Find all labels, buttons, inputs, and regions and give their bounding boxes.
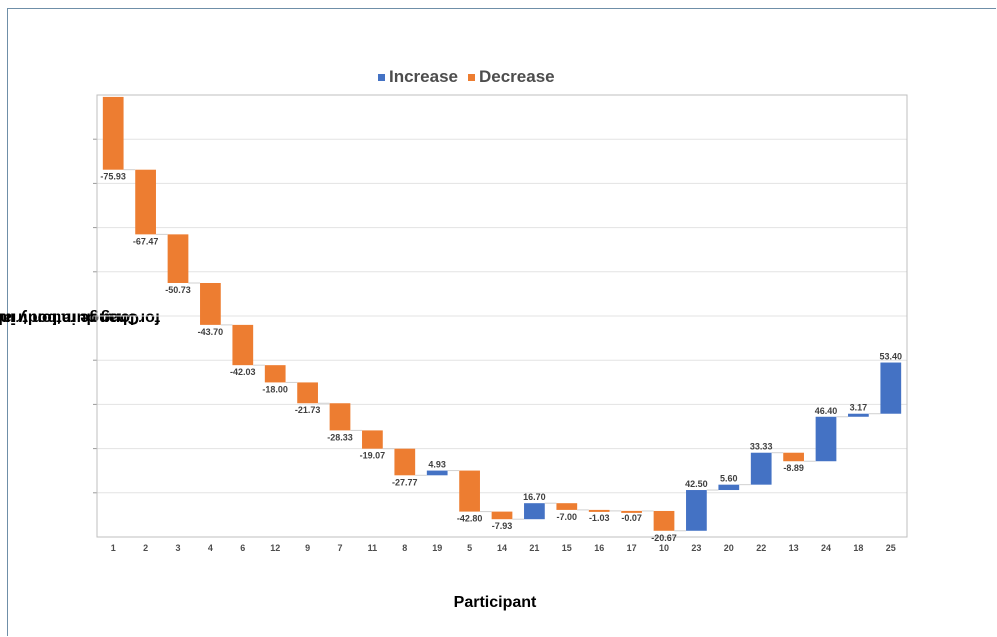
data-label-6: -42.03	[230, 367, 256, 377]
data-label-17: -0.07	[621, 513, 642, 523]
legend-label-increase: Increase	[389, 67, 458, 86]
bar-4	[200, 282, 221, 325]
bar-2	[135, 169, 156, 235]
data-label-7: -28.33	[327, 432, 353, 442]
data-label-14: -7.93	[492, 521, 513, 531]
x-tick-label-21: 21	[529, 543, 539, 553]
data-label-18: 3.17	[850, 403, 868, 413]
x-tick-label-6: 6	[240, 543, 245, 553]
data-label-19: 4.93	[428, 460, 446, 470]
x-tick-label-9: 9	[305, 543, 310, 553]
bar-17	[621, 510, 642, 513]
x-tick-label-25: 25	[886, 543, 896, 553]
data-label-25: 53.40	[880, 352, 903, 362]
data-label-11: -19.07	[360, 451, 386, 461]
bar-25	[880, 362, 902, 414]
x-tick-label-7: 7	[337, 543, 342, 553]
bar-5	[459, 470, 480, 512]
bar-12	[264, 365, 286, 383]
data-label-16: -1.03	[589, 513, 610, 523]
x-tick-label-24: 24	[821, 543, 831, 553]
bar-16	[588, 509, 610, 512]
x-tick-label-5: 5	[467, 543, 472, 553]
bar-19	[426, 470, 448, 476]
data-label-13: -8.89	[783, 463, 804, 473]
chart-legend: Increase Decrease	[378, 66, 559, 88]
data-label-1: -75.93	[100, 172, 126, 182]
bar-8	[394, 448, 416, 476]
x-tick-label-12: 12	[270, 543, 280, 553]
bar-6	[232, 324, 254, 366]
connectors	[123, 169, 881, 532]
data-labels: -75.93 -67.47 -50.73 -43.70 -42.03 -18.00 -21.…	[100, 172, 902, 543]
x-tick-label-16: 16	[594, 543, 604, 553]
data-label-15: -7.00	[557, 512, 578, 522]
bar-7	[329, 403, 351, 431]
data-label-12: -18.00	[262, 384, 288, 394]
x-tick-label-2: 2	[143, 543, 148, 553]
x-tick-label-14: 14	[497, 543, 507, 553]
x-tick-label-1: 1	[111, 543, 116, 553]
bar-20	[718, 484, 740, 491]
data-label-9: -21.73	[295, 405, 321, 415]
bar-22	[750, 452, 772, 485]
bar-9	[297, 382, 318, 404]
x-tick-label-15: 15	[562, 543, 572, 553]
legend-swatch-increase	[378, 73, 385, 81]
data-label-3: -50.73	[165, 285, 191, 295]
bar-24	[815, 416, 837, 462]
x-axis-label: Participant	[453, 594, 537, 611]
plot-area	[96, 94, 908, 538]
data-label-8: -27.77	[392, 477, 418, 487]
x-tick-label-20: 20	[724, 543, 734, 553]
x-tick-label-19: 19	[432, 543, 442, 553]
bar-1	[102, 96, 124, 170]
x-tick-label-17: 17	[627, 543, 637, 553]
bar-3	[167, 234, 189, 283]
bar-18	[848, 413, 869, 417]
data-label-5: -42.80	[457, 514, 483, 524]
grid-lines	[93, 138, 907, 494]
bar-13	[783, 452, 804, 462]
bar-11	[362, 430, 383, 449]
bar-14	[491, 511, 513, 520]
chart-frame	[7, 8, 996, 636]
legend-item-increase: Increase	[378, 67, 458, 87]
data-label-10: -20.67	[651, 533, 677, 543]
data-label-22: 33.33	[750, 442, 773, 452]
bar-15	[556, 503, 578, 510]
bar-23	[686, 490, 707, 531]
legend-item-decrease: Decrease	[468, 67, 555, 87]
bars	[102, 96, 902, 531]
data-label-20: 5.60	[720, 474, 738, 484]
x-tick-label-3: 3	[175, 543, 180, 553]
data-label-23: 42.50	[685, 479, 708, 489]
legend-swatch-decrease	[468, 73, 475, 81]
legend-label-decrease: Decrease	[479, 67, 555, 86]
x-tick-label-23: 23	[691, 543, 701, 553]
x-tick-label-10: 10	[659, 543, 669, 553]
x-tick-label-13: 13	[789, 543, 799, 553]
bar-10	[653, 510, 675, 531]
x-tick-label-18: 18	[853, 543, 863, 553]
data-label-4: -43.70	[198, 327, 224, 337]
x-tick-label-11: 11	[368, 543, 378, 553]
data-label-2: -67.47	[133, 236, 159, 246]
bar-21	[524, 503, 545, 520]
x-tick-labels: 1 2 3 4 6 12 9 7 11 8 19 5 14 21 15 16 17 10 23 20 22 13 24 18 2…	[111, 543, 896, 553]
data-label-21: 16.70	[523, 492, 546, 502]
data-label-24: 46.40	[815, 406, 838, 416]
x-tick-label-4: 4	[208, 543, 213, 553]
x-tick-label-8: 8	[402, 543, 407, 553]
x-tick-label-22: 22	[756, 543, 766, 553]
